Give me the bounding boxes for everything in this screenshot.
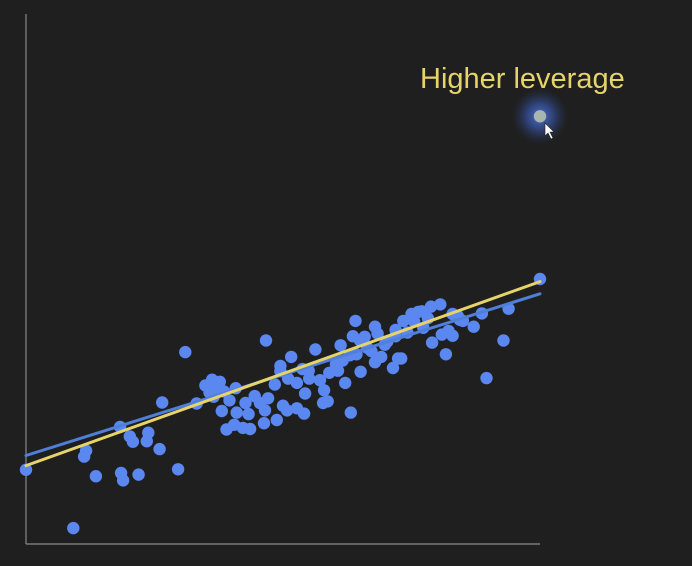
data-point bbox=[259, 334, 273, 347]
data-point bbox=[230, 406, 243, 419]
data-point bbox=[339, 376, 352, 390]
data-point bbox=[270, 413, 283, 427]
data-point bbox=[19, 463, 33, 476]
data-point bbox=[349, 314, 362, 328]
data-point bbox=[397, 314, 410, 328]
data-point bbox=[371, 327, 384, 340]
data-point bbox=[395, 352, 408, 365]
data-point bbox=[285, 350, 298, 364]
data-point bbox=[213, 375, 226, 388]
data-point bbox=[425, 336, 439, 349]
data-point bbox=[331, 364, 345, 377]
data-point bbox=[467, 320, 480, 333]
data-point bbox=[116, 474, 130, 487]
data-point bbox=[77, 450, 91, 463]
data-point bbox=[290, 376, 304, 390]
data-point bbox=[298, 387, 312, 400]
high-leverage-point bbox=[533, 110, 547, 123]
data-point bbox=[156, 396, 169, 409]
data-point bbox=[354, 365, 367, 378]
data-point bbox=[375, 350, 388, 364]
data-point bbox=[280, 404, 294, 417]
data-point bbox=[258, 404, 272, 417]
data-point bbox=[344, 406, 357, 419]
data-point bbox=[261, 392, 275, 405]
data-point bbox=[179, 345, 192, 359]
data-point bbox=[424, 300, 438, 313]
data-point bbox=[480, 371, 493, 385]
data-point bbox=[268, 378, 281, 391]
data-point bbox=[132, 468, 145, 481]
data-point bbox=[239, 396, 252, 410]
data-point bbox=[309, 343, 322, 356]
data-point bbox=[242, 407, 255, 421]
cursor-arrow-icon bbox=[544, 122, 555, 140]
data-point bbox=[297, 407, 311, 420]
data-point bbox=[358, 330, 371, 343]
data-point bbox=[334, 339, 347, 352]
data-point bbox=[442, 324, 455, 338]
highlight-layer bbox=[512, 88, 568, 145]
data-point bbox=[142, 426, 155, 439]
data-point bbox=[67, 521, 80, 535]
data-point bbox=[126, 435, 140, 448]
data-point bbox=[257, 417, 271, 430]
data-point bbox=[223, 394, 236, 407]
data-point bbox=[313, 374, 327, 387]
data-point bbox=[317, 384, 331, 397]
regression-line bbox=[24, 280, 542, 468]
points-layer bbox=[19, 272, 547, 535]
annotation-label: Higher leverage bbox=[420, 63, 625, 95]
data-point bbox=[243, 422, 257, 436]
regression-lines bbox=[24, 280, 542, 468]
data-point bbox=[434, 298, 447, 311]
data-point bbox=[316, 396, 330, 410]
data-point bbox=[248, 389, 261, 403]
data-point bbox=[171, 463, 185, 476]
data-point bbox=[497, 334, 510, 347]
data-point bbox=[215, 404, 228, 418]
data-point bbox=[386, 361, 400, 375]
data-point bbox=[274, 359, 287, 373]
data-point bbox=[153, 442, 166, 456]
data-point bbox=[89, 470, 103, 483]
data-point bbox=[439, 348, 453, 361]
